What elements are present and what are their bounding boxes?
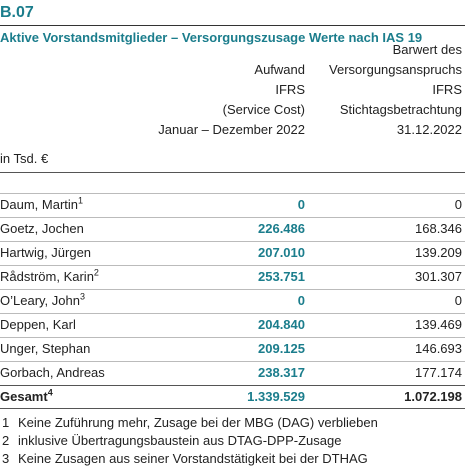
name: Gorbach, Andreas [0, 365, 105, 380]
rule [0, 25, 465, 26]
name: Deppen, Karl [0, 317, 76, 332]
column-header: 31.12.2022 [396, 122, 462, 137]
cell: 1.072.198 [404, 389, 462, 404]
column-header: IFRS [432, 82, 462, 97]
column-header: Januar – Dezember 2022 [158, 122, 305, 137]
footnote-number: 2 [2, 433, 10, 448]
rule [0, 172, 465, 173]
table-title: Aktive Vorstandsmitglieder – Versorgungs… [0, 30, 423, 45]
footnote-number: 3 [2, 451, 10, 466]
row-label: O’Leary, John3 [0, 291, 85, 309]
footnote-number: 1 [2, 415, 10, 430]
name: Gesamt [0, 389, 48, 404]
row-label: Unger, Stephan [0, 341, 90, 357]
column-header: Barwert des [392, 42, 462, 57]
footnote-text: Keine Zusagen aus seiner Vorstandstätigk… [18, 451, 368, 466]
row-label: Gesamt4 [0, 387, 53, 405]
row-label: Deppen, Karl [0, 317, 76, 333]
cell: 139.469 [415, 317, 462, 332]
name: O’Leary, John [0, 293, 80, 308]
cell: 168.346 [415, 221, 462, 236]
row-label: Goetz, Jochen [0, 221, 84, 237]
column-header: (Service Cost) [222, 102, 305, 117]
cell: 238.317 [258, 365, 305, 380]
cell: 204.840 [258, 317, 305, 332]
footnote-marker: 1 [78, 195, 84, 206]
cell: 177.174 [415, 365, 462, 380]
row-separator [0, 361, 465, 362]
row-separator [0, 289, 465, 290]
row-separator [0, 217, 465, 218]
footnote-text: inklusive Übertragungsbaustein aus DTAG-… [18, 433, 342, 448]
row-separator [0, 337, 465, 338]
name: Hartwig, Jürgen [0, 245, 92, 260]
cell: 253.751 [258, 269, 305, 284]
cell: 0 [454, 197, 462, 212]
cell: 301.307 [415, 269, 462, 284]
row-separator [0, 385, 465, 386]
row-separator [0, 193, 465, 194]
footnote-text: Keine Zuführung mehr, Zusage bei der MBG… [18, 415, 378, 430]
table-id: B.07 [0, 4, 34, 21]
column-header: Aufwand [254, 62, 305, 77]
column-header: IFRS [275, 82, 305, 97]
rule [0, 408, 465, 409]
row-label: Gorbach, Andreas [0, 365, 105, 381]
footnote-marker: 2 [93, 267, 99, 278]
row-label: Rådström, Karin2 [0, 267, 99, 285]
row-separator [0, 313, 465, 314]
cell: 139.209 [415, 245, 462, 260]
cell: 226.486 [258, 221, 305, 236]
name: Rådström, Karin [0, 269, 94, 284]
cell: 1.339.529 [247, 389, 305, 404]
cell: 207.010 [258, 245, 305, 260]
column-header: Stichtagsbetrachtung [339, 102, 462, 117]
name: Daum, Martin [0, 197, 79, 212]
cell: 209.125 [258, 341, 305, 356]
footnote-marker: 4 [47, 387, 53, 398]
row-label: Daum, Martin1 [0, 195, 84, 213]
unit: in Tsd. € [0, 151, 49, 166]
name: Goetz, Jochen [0, 221, 84, 236]
cell: 146.693 [415, 341, 462, 356]
row-label: Hartwig, Jürgen [0, 245, 91, 261]
column-header: Versorgungsanspruchs [329, 62, 462, 77]
cell: 0 [297, 197, 305, 212]
row-separator [0, 265, 465, 266]
cell: 0 [454, 293, 462, 308]
footnote-marker: 3 [79, 291, 85, 302]
cell: 0 [297, 293, 305, 308]
name: Unger, Stephan [0, 341, 91, 356]
row-separator [0, 241, 465, 242]
